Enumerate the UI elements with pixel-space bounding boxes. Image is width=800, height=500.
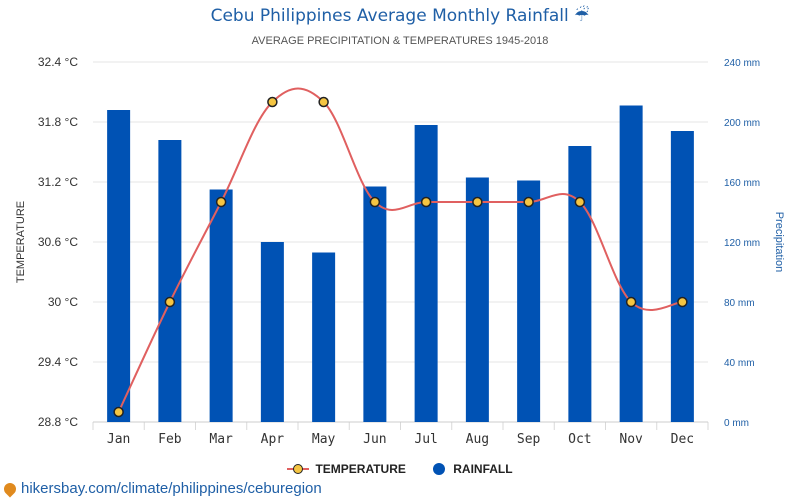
temperature-point bbox=[164, 296, 176, 308]
rainfall-bar bbox=[619, 105, 643, 422]
rainfall-bar bbox=[363, 186, 387, 422]
rainfall-bar bbox=[670, 131, 694, 422]
legend: TEMPERATURE RAINFALL bbox=[0, 462, 800, 478]
temperature-point bbox=[113, 406, 124, 418]
rainfall-temperature-chart: 32.4 °C 240 mm 31.8 °C 200 mm 31.2 °C 160 mm 3… bbox=[15, 55, 785, 447]
x-tick-label: Jun bbox=[363, 432, 386, 447]
chart-subtitle: AVERAGE PRECIPITATION & TEMPERATURES 194… bbox=[251, 35, 549, 47]
legend-temperature-label: TEMPERATURE bbox=[315, 462, 406, 476]
right-tick-label: 160 mm bbox=[724, 178, 760, 189]
rainfall-bar bbox=[209, 189, 233, 422]
x-tick-label: May bbox=[312, 432, 336, 447]
temperature-point bbox=[318, 96, 329, 108]
left-tick-label: 32.4 °C bbox=[38, 55, 78, 69]
x-tick-label: Apr bbox=[261, 432, 285, 447]
temperature-point bbox=[472, 196, 483, 208]
left-tick-label: 30 °C bbox=[48, 295, 78, 309]
source-link[interactable]: hikersbay.com/climate/philippines/cebure… bbox=[1, 480, 322, 497]
temperature-point bbox=[677, 296, 688, 308]
x-tick-label: Sep bbox=[517, 432, 541, 447]
temperature-point bbox=[267, 96, 278, 108]
rainfall-bar bbox=[107, 110, 131, 422]
rainfall-bar bbox=[517, 180, 541, 422]
left-tick-label: 31.2 °C bbox=[38, 175, 78, 189]
x-tick-label: Mar bbox=[209, 432, 233, 447]
left-axis-title: TEMPERATURE bbox=[15, 201, 27, 283]
x-tick-label: Dec bbox=[671, 432, 694, 447]
rainfall-bar bbox=[260, 242, 284, 422]
legend-rainfall-icon bbox=[433, 463, 446, 475]
x-tick-label: Feb bbox=[158, 432, 182, 447]
x-tick-label: Aug bbox=[466, 432, 489, 447]
legend-temperature-icon bbox=[287, 463, 310, 475]
rainfall-bar bbox=[465, 177, 489, 422]
source-link-text: hikersbay.com/climate/philippines/cebure… bbox=[21, 480, 322, 497]
left-tick-label: 29.4 °C bbox=[38, 355, 78, 369]
temperature-line bbox=[117, 87, 683, 413]
right-tick-label: 200 mm bbox=[724, 118, 760, 129]
right-tick-label: 0 mm bbox=[724, 418, 749, 429]
left-tick-label: 31.8 °C bbox=[38, 115, 78, 129]
temperature-point bbox=[625, 296, 637, 308]
right-tick-label: 240 mm bbox=[724, 58, 760, 69]
legend-temperature[interactable]: TEMPERATURE bbox=[287, 462, 406, 476]
location-pin-icon bbox=[1, 480, 19, 497]
temperature-point bbox=[523, 196, 534, 208]
left-tick-label: 28.8 °C bbox=[38, 415, 78, 429]
temperature-point bbox=[215, 196, 227, 208]
x-tick-label: Oct bbox=[568, 432, 591, 447]
temperature-point bbox=[574, 196, 586, 208]
rainfall-bar bbox=[312, 252, 336, 422]
rainfall-bar bbox=[158, 140, 182, 422]
chart-title: Cebu Philippines Average Monthly Rainfal… bbox=[210, 6, 590, 26]
right-tick-label: 40 mm bbox=[724, 358, 755, 369]
left-tick-label: 30.6 °C bbox=[38, 235, 78, 249]
rainfall-bar bbox=[568, 146, 592, 422]
x-tick-label: Jul bbox=[414, 432, 437, 447]
x-tick-label: Jan bbox=[107, 432, 130, 447]
temperature-point bbox=[420, 196, 432, 208]
legend-rainfall[interactable]: RAINFALL bbox=[433, 462, 513, 476]
right-tick-label: 80 mm bbox=[724, 298, 755, 309]
legend-rainfall-label: RAINFALL bbox=[453, 462, 513, 476]
temperature-point bbox=[369, 196, 381, 208]
right-axis-title: Precipitation bbox=[773, 212, 785, 273]
right-tick-label: 120 mm bbox=[724, 238, 760, 249]
x-tick-label: Nov bbox=[619, 432, 643, 447]
rainfall-bar bbox=[414, 125, 438, 422]
